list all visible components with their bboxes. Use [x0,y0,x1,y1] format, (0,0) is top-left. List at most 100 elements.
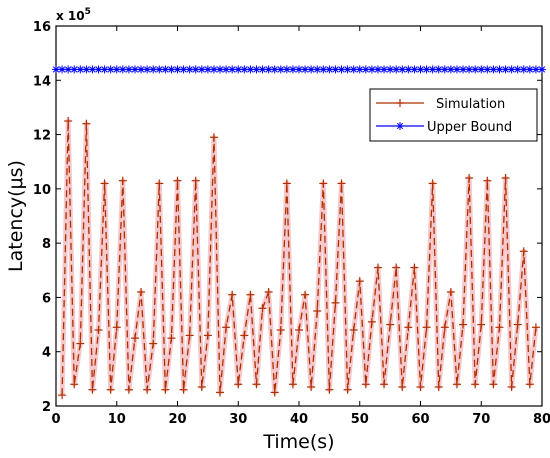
upper-bound-point [149,65,158,74]
simulation-point [295,326,303,334]
upper-bound-point [246,65,255,74]
upper-bound-point [319,65,328,74]
y-tick-label: 12 [33,129,51,144]
simulation-point [446,288,455,296]
upper-bound-point [361,65,370,74]
upper-bound-point [288,65,297,74]
simulation-point [173,176,182,185]
upper-bound-point [422,65,431,74]
simulation-point [489,380,498,389]
simulation-point [507,383,516,391]
upper-bound-point [446,65,455,74]
x-tick-label: 40 [290,412,308,427]
simulation-point [416,383,425,391]
simulation-point [112,323,121,332]
x-tick-label: 30 [229,412,247,427]
y-tick-label: 8 [42,237,51,252]
upper-bound-point [70,65,79,74]
simulation-point [258,304,267,313]
simulation-point [179,385,188,394]
simulation-point [410,263,419,272]
simulation-point [513,320,522,329]
simulation-point [349,326,358,334]
simulation-point [495,323,504,332]
simulation-point [270,388,279,397]
y-ticks: 2 4 6 8 10 12 14 16 [33,20,542,415]
simulation-point [440,323,449,332]
y-tick-label: 10 [33,183,51,198]
simulation-point [58,391,67,400]
simulation-point [70,380,79,389]
y-tick-label: 6 [42,291,51,306]
y-tick-label: 14 [33,74,51,89]
x-tick-label: 70 [472,412,490,427]
upper-bound-point [373,65,382,74]
upper-bound-point [459,65,468,74]
simulation-point [252,380,261,389]
upper-bound-point [203,65,212,74]
upper-bound-point [118,65,127,74]
legend-upper-bound-marker [396,122,404,130]
simulation-point [185,331,194,340]
upper-bound-point [88,65,97,74]
x-ticks: 0 10 20 30 40 50 60 70 80 [51,26,550,427]
legend-upper-bound-sample [376,122,424,130]
simulation-point [94,326,103,334]
simulation-point [367,317,376,326]
upper-bound-point [240,65,249,74]
simulation-point [155,179,164,188]
y-axis-label: Latency(μs) [5,160,27,272]
x-tick-label: 10 [108,412,126,427]
simulation-point [76,339,85,348]
upper-bound-point [538,65,546,74]
simulation-point [465,174,474,182]
simulation-point [392,263,401,272]
simulation-point [337,179,346,188]
x-tick-label: 20 [168,412,186,427]
upper-bound-point [82,65,91,74]
y-tick-label: 2 [42,400,51,415]
simulation-point [240,331,249,340]
simulation-point [88,385,97,394]
simulation-point [222,323,231,332]
legend-simulation-sample [376,99,424,107]
x-tick-label: 50 [351,412,369,427]
upper-bound-point [337,65,346,74]
legend: Simulation Upper Bound [369,88,538,142]
simulation-point [301,290,310,299]
upper-bound-point [155,65,164,74]
upper-bound-point [471,65,480,74]
simulation-point [380,380,389,389]
simulation-point [434,383,443,391]
simulation-point [331,298,340,307]
x-tick-label: 80 [533,412,550,427]
upper-bound-point [295,65,303,74]
upper-bound-point [434,65,443,74]
upper-bound-point [519,65,528,74]
upper-bound-point [94,65,103,74]
y-tick-label: 4 [42,346,51,361]
simulation-point [276,326,285,334]
simulation-point [422,323,431,332]
simulation-point [325,385,334,394]
simulation-point [118,176,127,185]
simulation-point [471,380,480,389]
simulation-point [531,323,540,332]
simulation-point [234,380,243,389]
series-layer [52,65,546,400]
simulation-point [477,320,486,329]
simulation-point [361,380,370,389]
simulation-point [428,179,437,188]
simulation-point [373,263,382,272]
simulation-point [288,380,297,389]
simulation-point [246,290,255,299]
simulation-point [404,323,413,332]
simulation-point [149,339,158,348]
simulation-point [452,380,461,389]
upper-bound-point [489,65,498,74]
y-multiplier: x 105 [56,7,91,23]
simulation-point [282,179,291,188]
simulation-point [106,385,115,394]
simulation-point [167,334,176,343]
